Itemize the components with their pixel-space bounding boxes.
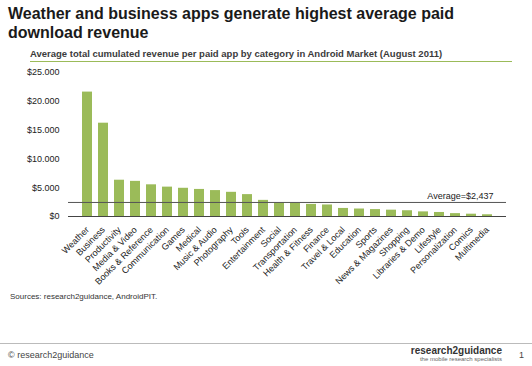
svg-text:$20.000: $20.000	[27, 96, 60, 106]
svg-text:Media & Video: Media & Video	[90, 224, 139, 274]
svg-text:Productivity: Productivity	[83, 224, 123, 265]
svg-text:$25.000: $25.000	[27, 67, 60, 77]
svg-text:Weather: Weather	[59, 224, 91, 256]
svg-text:Books & Reference: Books & Reference	[93, 224, 155, 287]
svg-text:Entertainment: Entertainment	[220, 224, 267, 272]
svg-text:$15.000: $15.000	[27, 125, 60, 135]
html-text:Average total cumulated revenu: Average total cumulated revenue per paid…	[30, 48, 443, 59]
svg-text:News & Magazines: News & Magazines	[333, 224, 395, 287]
svg-text:Medical: Medical	[173, 224, 203, 254]
svg-text:Photography: Photography	[191, 224, 235, 268]
svg-text:Comics: Comics	[446, 224, 475, 253]
svg-text:Personalization: Personalization	[408, 224, 459, 276]
svg-text:Communication: Communication	[119, 224, 171, 276]
svg-text:Lifestyle: Lifestyle	[412, 224, 443, 256]
html-text:the mobile research specialist: the mobile research specialists	[420, 356, 502, 362]
svg-text:Libraries & Demo: Libraries & Demo	[370, 224, 427, 281]
html-text:© research2guidance: © research2guidance	[8, 350, 94, 360]
svg-text:Travel & Local: Travel & Local	[299, 224, 347, 273]
svg-text:Average=$2,437: Average=$2,437	[427, 191, 493, 201]
svg-text:Multimedia: Multimedia	[453, 225, 491, 263]
html-text:research2guidance: research2guidance	[410, 345, 502, 356]
svg-text:Business: Business	[74, 224, 107, 258]
svg-text:Games: Games	[159, 224, 187, 253]
html-text:Sources: research2guidance, An: Sources: research2guidance, AndroidPIT.	[10, 292, 158, 301]
svg-text:Transportation: Transportation	[251, 224, 299, 273]
svg-text:Shopping: Shopping	[377, 224, 411, 259]
html-text:Weather and business apps gene: Weather and business apps generate highe…	[8, 5, 455, 41]
svg-text:Education: Education	[327, 224, 363, 261]
svg-text:$5.000: $5.000	[32, 183, 60, 193]
svg-text:$10.000: $10.000	[27, 154, 60, 164]
svg-text:Finance: Finance	[301, 224, 331, 255]
svg-text:Social: Social	[258, 224, 283, 250]
svg-text:Sports: Sports	[353, 224, 379, 251]
svg-text:Music & Audio: Music & Audio	[171, 224, 219, 273]
svg-text:$0: $0	[49, 211, 59, 221]
html-text:1: 1	[519, 350, 524, 360]
svg-text:Health & Fitness: Health & Fitness	[261, 224, 315, 279]
svg-text:Tools: Tools	[229, 224, 251, 247]
